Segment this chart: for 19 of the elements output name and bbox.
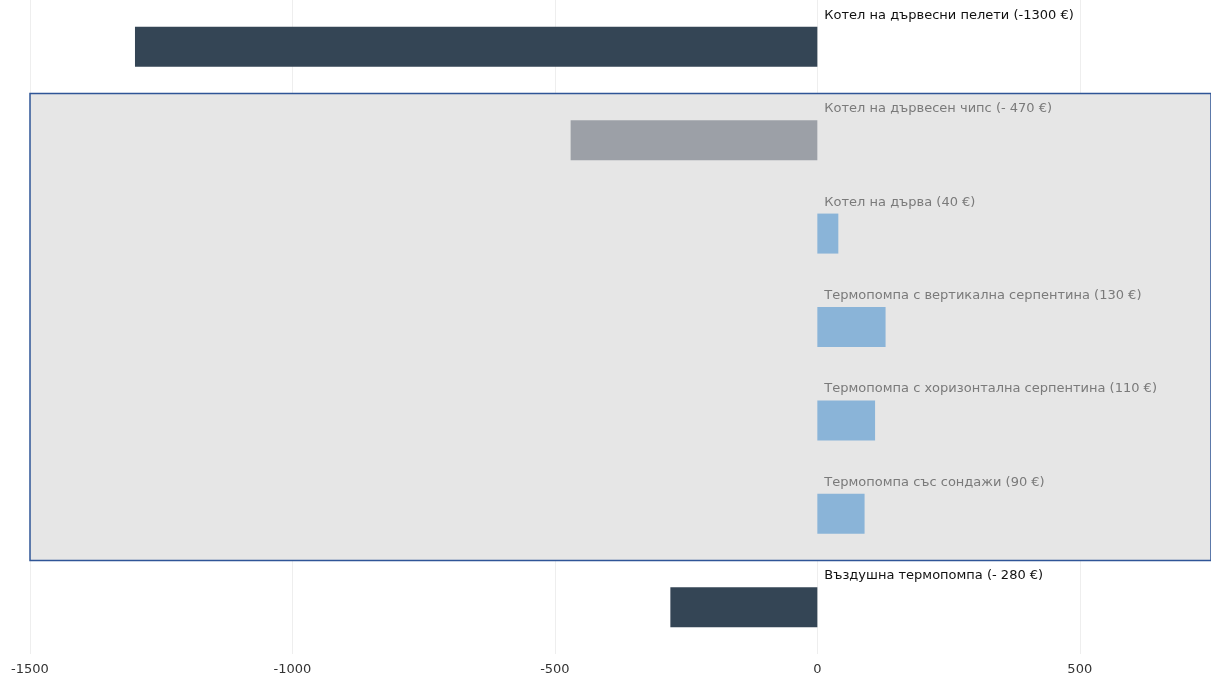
x-tick-label: -1500	[11, 661, 49, 676]
bar	[570, 120, 818, 161]
bar	[670, 587, 818, 628]
category-label: Термопомпа със сондажи (90 €)	[824, 473, 1045, 489]
bar	[817, 213, 839, 254]
category-label: Въздушна термопомпа (- 280 €)	[824, 567, 1044, 583]
x-tick-label: 500	[1067, 661, 1093, 676]
x-tick-label: 0	[813, 661, 822, 676]
bar	[134, 26, 818, 67]
category-label: Термопомпа с вертикална серпентина (130 €)	[824, 287, 1142, 302]
x-tick-label: -1000	[273, 661, 312, 676]
bar	[817, 493, 865, 534]
bar	[817, 307, 886, 347]
category-label: Котел на дърва (40 €)	[824, 193, 976, 209]
bar	[817, 400, 876, 441]
x-tick-label: -500	[540, 661, 570, 676]
category-label: Термопомпа с хоризонтална серпентина (110 €)	[824, 380, 1157, 396]
category-label: Котел на дървесен чипс (- 470 €)	[824, 100, 1053, 116]
category-label: Котел на дървесни пелети (-1300 €)	[824, 6, 1074, 22]
